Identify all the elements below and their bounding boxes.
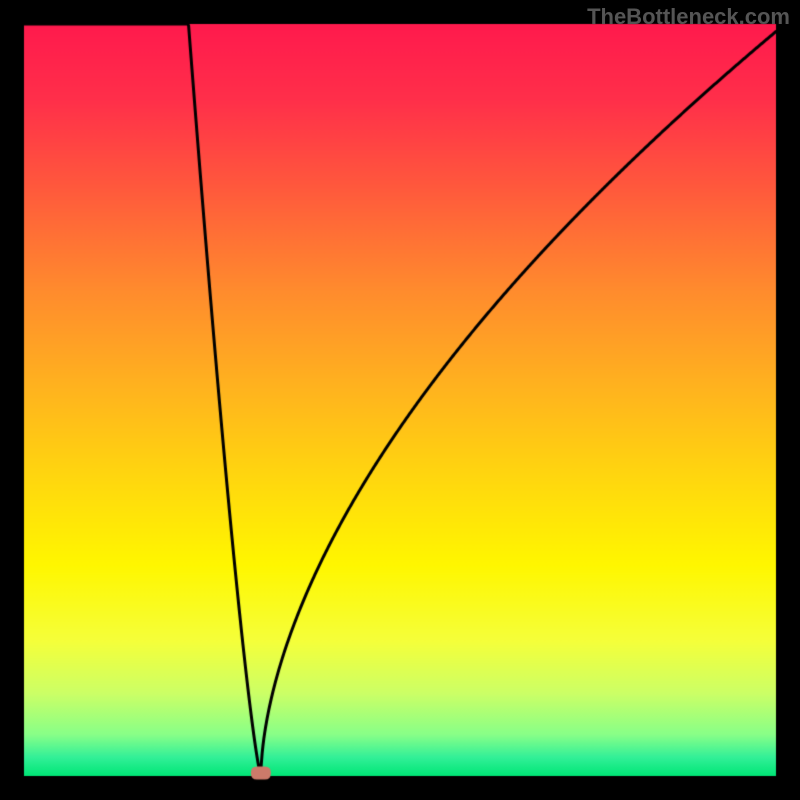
chart-stage: TheBottleneck.com [0,0,800,800]
chart-canvas [0,0,800,800]
